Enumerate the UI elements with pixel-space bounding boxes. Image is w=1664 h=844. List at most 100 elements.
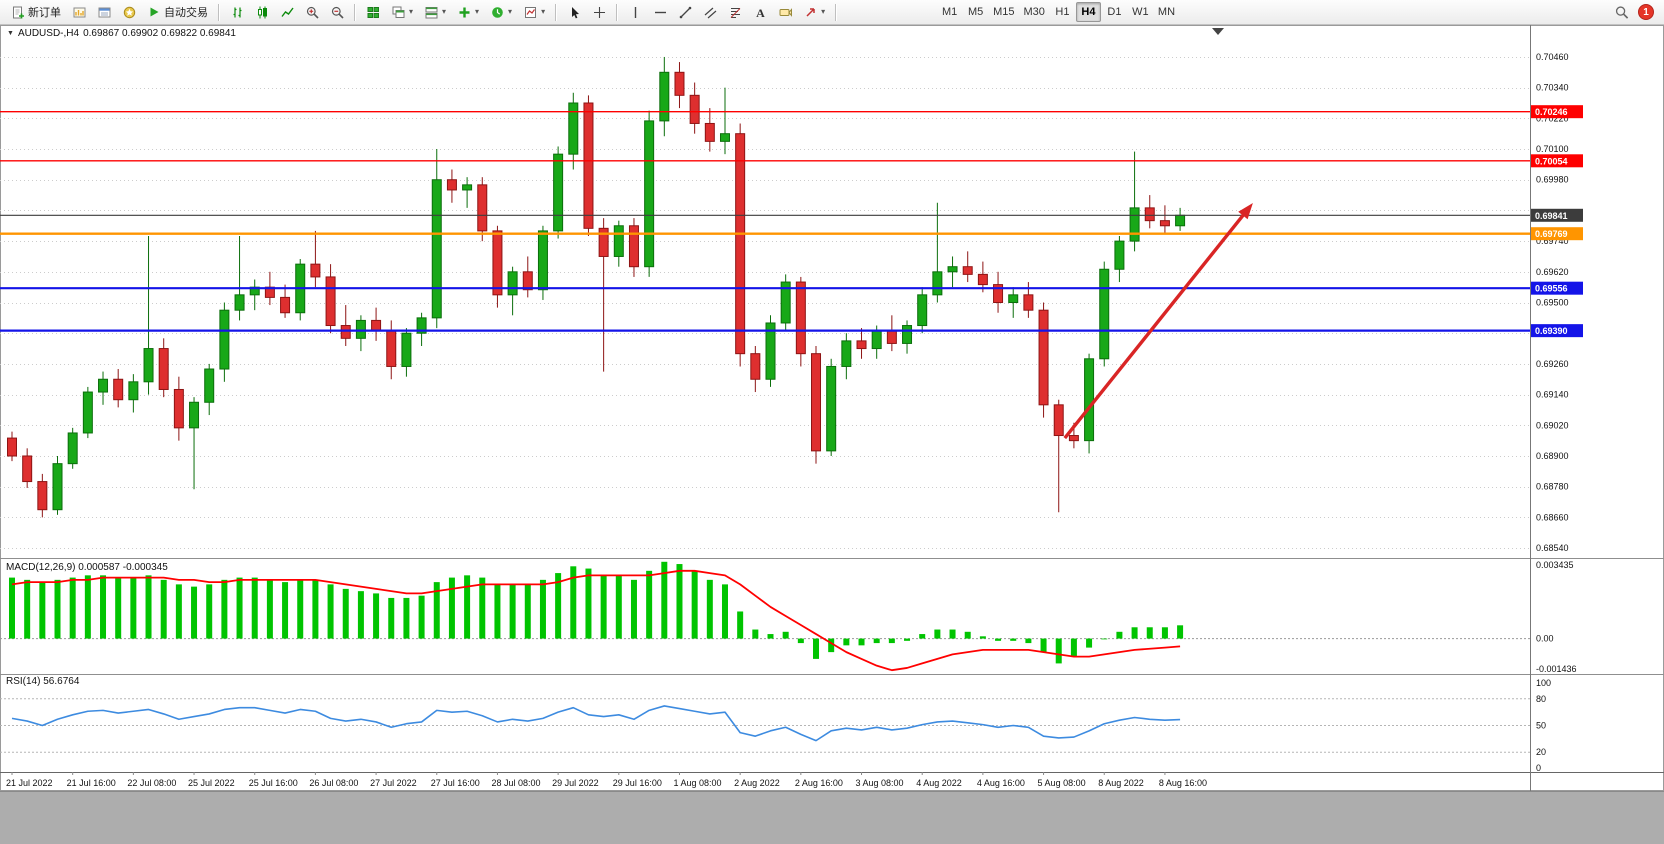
svg-text:1 Aug 08:00: 1 Aug 08:00 — [673, 778, 721, 788]
shapes-button[interactable]: ▾ — [798, 2, 830, 23]
svg-text:0.69740: 0.69740 — [1536, 236, 1569, 246]
svg-text:0.70340: 0.70340 — [1536, 83, 1569, 93]
timeframe-m30-button[interactable]: M30 — [1023, 6, 1045, 18]
svg-text:4 Aug 2022: 4 Aug 2022 — [916, 778, 962, 788]
dropdown-caret-icon: ▾ — [541, 7, 546, 16]
vertical-line-button[interactable] — [623, 2, 647, 23]
trendline-button[interactable] — [673, 2, 697, 23]
periods-clock-icon — [490, 5, 504, 19]
svg-text:0.69020: 0.69020 — [1536, 420, 1569, 430]
svg-text:0.68660: 0.68660 — [1536, 512, 1569, 522]
autotrading-button[interactable]: 自动交易 — [142, 2, 213, 23]
main-chart-surface[interactable] — [0, 26, 1530, 556]
svg-text:100: 100 — [1536, 678, 1551, 688]
candlestick-chart-button[interactable] — [250, 2, 274, 23]
window-bottom-area — [0, 791, 1664, 844]
svg-text:8 Aug 2022: 8 Aug 2022 — [1098, 778, 1144, 788]
arrange-windows-button[interactable]: ▾ — [419, 2, 451, 23]
navigator-button[interactable] — [117, 2, 141, 23]
zoom-in-button[interactable] — [300, 2, 324, 23]
toolbar-separator — [555, 3, 558, 21]
new-order-icon — [11, 5, 25, 19]
svg-text:25 Jul 2022: 25 Jul 2022 — [188, 778, 235, 788]
svg-text:0.69620: 0.69620 — [1536, 267, 1569, 277]
cursor-icon — [567, 5, 581, 19]
vertical-line-icon — [628, 5, 642, 19]
price-tags: 0.70246 0.70054 0.69841 0.69769 0.69556 0.693… — [1531, 105, 1583, 338]
cursor-button[interactable] — [562, 2, 586, 23]
fibonacci-button[interactable] — [723, 2, 747, 23]
timeframe-h1-button[interactable]: H1 — [1055, 6, 1070, 18]
rsi-panel-surface[interactable] — [0, 675, 1530, 771]
chart-shift-marker[interactable] — [1212, 28, 1224, 35]
timeframe-m1-button[interactable]: M1 — [941, 6, 958, 18]
svg-text:5 Aug 08:00: 5 Aug 08:00 — [1038, 778, 1086, 788]
market-watch-button[interactable] — [92, 2, 116, 23]
tile-windows-button[interactable] — [361, 2, 385, 23]
search-icon[interactable] — [1615, 5, 1629, 19]
timeframe-mn-button[interactable]: MN — [1157, 6, 1176, 18]
svg-text:21 Jul 16:00: 21 Jul 16:00 — [67, 778, 116, 788]
line-chart-button[interactable] — [275, 2, 299, 23]
macd-panel-surface[interactable] — [0, 559, 1530, 673]
svg-text:-0.001436: -0.001436 — [1536, 664, 1577, 674]
svg-text:0.70100: 0.70100 — [1536, 144, 1569, 154]
market-watch-icon — [97, 5, 111, 19]
svg-text:22 Jul 08:00: 22 Jul 08:00 — [127, 778, 176, 788]
svg-text:0.69556: 0.69556 — [1535, 284, 1568, 294]
new-order-button[interactable]: 新订单 — [6, 2, 66, 23]
dropdown-caret-icon: ▾ — [508, 7, 513, 16]
svg-text:0.69260: 0.69260 — [1536, 359, 1569, 369]
timeframe-toolbar: M1 M5 M15 M30 H1 H4 D1 W1 MN — [937, 2, 1179, 22]
timeframe-m5-button[interactable]: M5 — [967, 6, 984, 18]
channel-button[interactable] — [698, 2, 722, 23]
dropdown-caret-icon: ▾ — [409, 7, 414, 16]
navigator-icon — [122, 5, 136, 19]
text-button[interactable]: A — [748, 2, 772, 23]
trendline-icon — [678, 5, 692, 19]
trend-arrow-object[interactable] — [1063, 212, 1246, 440]
timeframe-m15-button[interactable]: M15 — [993, 6, 1015, 18]
svg-text:8 Aug 16:00: 8 Aug 16:00 — [1159, 778, 1207, 788]
timeframe-h4-button[interactable]: H4 — [1075, 2, 1101, 22]
dropdown-caret-icon: ▾ — [475, 7, 480, 16]
svg-text:0.69841: 0.69841 — [1535, 211, 1568, 221]
zoom-in-icon — [305, 5, 319, 19]
chart-window — [0, 25, 1664, 791]
svg-text:3 Aug 08:00: 3 Aug 08:00 — [856, 778, 904, 788]
horizontal-line-button[interactable] — [648, 2, 672, 23]
svg-text:2 Aug 2022: 2 Aug 2022 — [734, 778, 780, 788]
timeframe-d1-button[interactable]: D1 — [1107, 6, 1122, 18]
horizontal-line-icon — [653, 5, 667, 19]
svg-text:80: 80 — [1536, 694, 1546, 704]
svg-text:0.70220: 0.70220 — [1536, 113, 1569, 123]
periods-button[interactable]: ▾ — [485, 2, 517, 23]
charts-window-button[interactable] — [67, 2, 91, 23]
svg-text:27 Jul 16:00: 27 Jul 16:00 — [431, 778, 480, 788]
crosshair-button[interactable] — [587, 2, 611, 23]
price-axis[interactable] — [1530, 25, 1664, 791]
macd-signal-line — [11, 569, 1181, 672]
svg-text:0.00: 0.00 — [1536, 634, 1554, 644]
price-axis-labels: 0.70460 0.70340 0.70220 0.70100 0.69980 0.697… — [1536, 52, 1569, 553]
label-button[interactable] — [773, 2, 797, 23]
svg-text:25 Jul 16:00: 25 Jul 16:00 — [249, 778, 298, 788]
svg-text:0.69390: 0.69390 — [1535, 326, 1568, 336]
bar-chart-button[interactable] — [225, 2, 249, 23]
symbol-triangle-icon: ▼ — [7, 30, 14, 37]
zoom-out-button[interactable] — [325, 2, 349, 23]
svg-text:0.68900: 0.68900 — [1536, 451, 1569, 461]
candles — [7, 56, 1186, 518]
ohlc-values: 0.69867 0.69902 0.69822 0.69841 — [83, 28, 236, 39]
cascade-windows-button[interactable]: ▾ — [386, 2, 418, 23]
zoom-out-icon — [330, 5, 344, 19]
timeframe-w1-button[interactable]: W1 — [1132, 6, 1149, 18]
templates-icon — [523, 5, 537, 19]
chart-title: ▼ AUDUSD-,H4 0.69867 0.69902 0.69822 0.6… — [7, 28, 236, 39]
add-indicator-button[interactable]: ▾ — [452, 2, 484, 23]
notification-badge[interactable]: 1 — [1638, 4, 1654, 20]
time-axis[interactable] — [0, 772, 1530, 791]
templates-button[interactable]: ▾ — [518, 2, 550, 23]
macd-label-text: MACD(12,26,9) 0.000587 -0.000345 — [6, 562, 168, 573]
